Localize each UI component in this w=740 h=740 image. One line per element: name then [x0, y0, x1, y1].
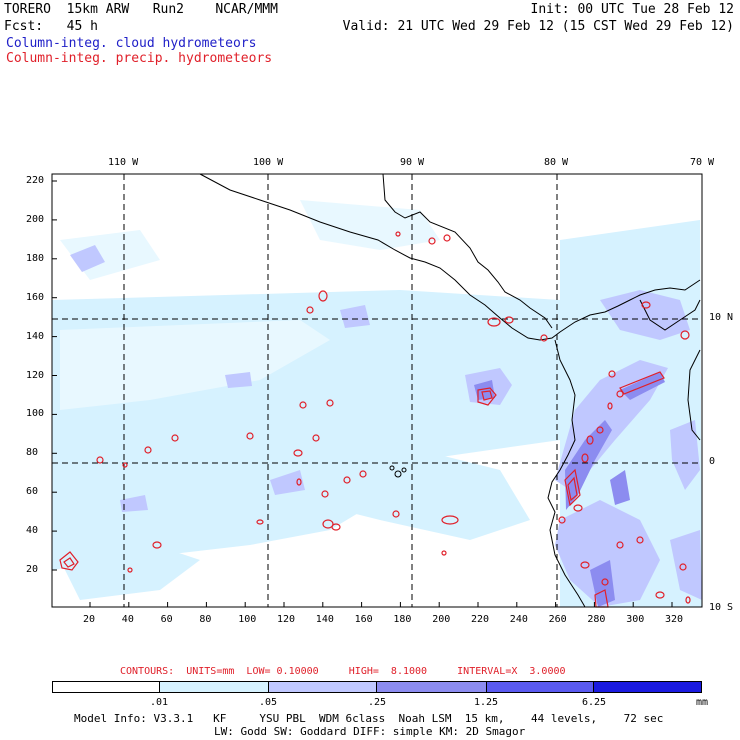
legend-swatch: [594, 682, 701, 692]
coastlines: [199, 173, 701, 608]
x-tick-label: 20: [83, 614, 96, 625]
x-tick-label: 40: [121, 614, 134, 625]
legend-level: .05: [258, 697, 278, 708]
y-tick-label: 40: [26, 525, 39, 537]
y-tick-label: 160: [26, 291, 45, 303]
x-tick-label: 320: [665, 614, 684, 625]
model-info: Model Info: V3.3.1 KF YSU PBL WDM 6class…: [74, 712, 664, 725]
x-tick-label: 140: [315, 614, 334, 625]
field-cloud-hydrometeors: Column-integ. cloud hydrometeors: [6, 36, 257, 51]
map-frame: [51, 173, 703, 608]
x-tick-label: 200: [432, 614, 451, 625]
y-tick-label: 60: [26, 486, 39, 498]
lon-label: 70 W: [690, 157, 715, 168]
legend-level: .25: [367, 697, 387, 708]
lon-label: 90 W: [400, 157, 425, 168]
legend-level: 6.25: [581, 697, 607, 708]
legend-swatch: [377, 682, 487, 692]
y-tick-label: 140: [26, 330, 45, 342]
legend-swatch: [159, 682, 270, 692]
lon-label: 80 W: [544, 157, 569, 168]
legend-level: 1.25: [473, 697, 499, 708]
y-tick-label: 220: [26, 175, 45, 186]
x-tick-label: 180: [393, 614, 412, 625]
x-tick-label: 120: [277, 614, 296, 625]
forecast-hour: Fcst: 45 h: [4, 19, 98, 34]
lon-label: 110 W: [108, 157, 139, 168]
color-legend: [52, 681, 702, 693]
graticule: [52, 174, 702, 607]
legend-swatch: [269, 682, 377, 692]
y-tick-label: 120: [26, 369, 45, 381]
legend-swatch: [486, 682, 595, 692]
model-title: TORERO 15km ARW Run2 NCAR/MMM: [4, 2, 278, 17]
field-precip-hydrometeors: Column-integ. precip. hydrometeors: [6, 51, 273, 66]
x-tick-label: 80: [199, 614, 212, 625]
x-tick-label: 100: [238, 614, 257, 625]
lat-label: 10 S: [709, 602, 734, 613]
x-tick-label: 220: [471, 614, 490, 625]
x-tick-label: 300: [626, 614, 645, 625]
y-tick-label: 200: [26, 213, 45, 225]
axis-ticks: [52, 180, 673, 607]
y-tick-label: 100: [26, 408, 45, 420]
legend-units: mm: [695, 697, 709, 708]
y-tick-label: 20: [26, 564, 39, 575]
y-tick-label: 180: [26, 252, 45, 264]
x-tick-label: 280: [587, 614, 606, 625]
precip-contours: [59, 231, 691, 608]
x-tick-label: 240: [509, 614, 528, 625]
legend-level: .01: [149, 697, 169, 708]
lat-label: 10 N: [709, 312, 734, 323]
y-tick-label: 80: [26, 447, 39, 459]
contour-info: CONTOURS: UNITS=mm LOW= 0.10000 HIGH= 8.…: [120, 666, 566, 677]
x-tick-label: 160: [354, 614, 373, 625]
x-tick-label: 260: [548, 614, 567, 625]
init-time: Init: 00 UTC Tue 28 Feb 12: [530, 2, 735, 17]
lon-label: 100 W: [253, 157, 284, 168]
x-tick-label: 60: [160, 614, 173, 625]
lat-label: 0: [709, 456, 716, 467]
cloud-shading: [52, 200, 702, 607]
valid-time: Valid: 21 UTC Wed 29 Feb 12 (15 CST Wed …: [342, 19, 734, 34]
legend-swatch: [53, 682, 160, 692]
model-physics: LW: Godd SW: Goddard DIFF: simple KM: 2D…: [214, 725, 526, 738]
